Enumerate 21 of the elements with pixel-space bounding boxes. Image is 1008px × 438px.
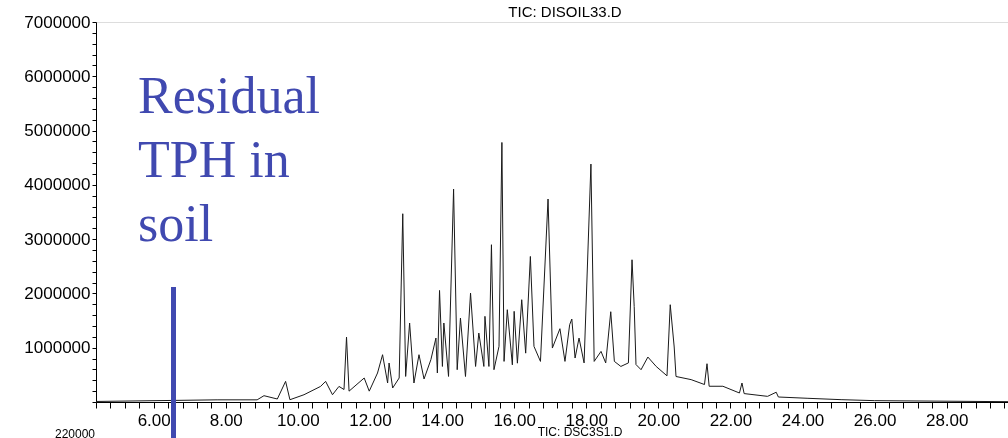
x-tick-label: 16.00 <box>493 410 536 430</box>
y-tick-label: 3000000 <box>24 229 91 249</box>
y-tick-label: 6000000 <box>24 66 91 86</box>
text: 220000 <box>54 427 96 438</box>
x-tick-label: 26.00 <box>853 410 897 430</box>
x-tick-label: 6.00 <box>137 410 171 430</box>
x-tick-label: 22.00 <box>709 410 753 430</box>
x-tick-label: 28.00 <box>925 410 969 430</box>
x-tick-label: 24.00 <box>781 410 825 430</box>
x-tick-label: 8.00 <box>209 410 243 430</box>
x-tick-label: 20.00 <box>637 410 681 430</box>
y-tick-label: 2000000 <box>24 283 91 303</box>
y-tick-label: 5000000 <box>24 121 91 141</box>
y-tick-label: 4000000 <box>24 175 91 195</box>
y-tick-label: 1000000 <box>24 338 91 358</box>
y-tick-label: 7000000 <box>24 12 91 32</box>
chart-title: TIC: DISOIL33.D <box>508 3 622 20</box>
x-tick-label: 10.00 <box>277 410 320 430</box>
annotation: Residual TPH in soil <box>138 67 320 252</box>
x-tick-label: 12.00 <box>349 410 392 430</box>
x-tick-label: 14.00 <box>421 410 464 430</box>
